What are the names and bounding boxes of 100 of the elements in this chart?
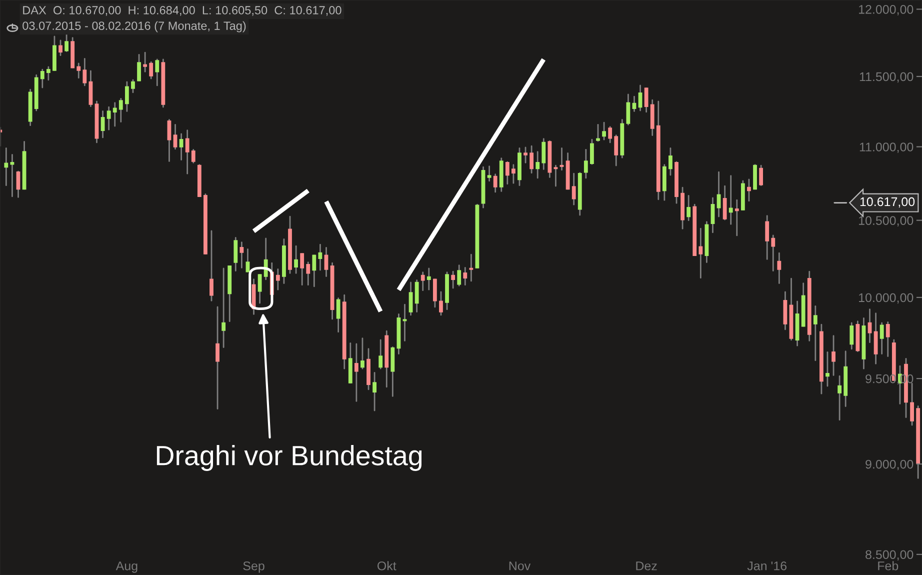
candlestick <box>650 99 654 136</box>
y-tick-label: 9.000,00 <box>866 460 914 470</box>
candlestick <box>710 197 715 234</box>
candlestick <box>324 246 328 277</box>
candlestick <box>240 242 244 268</box>
candlestick <box>143 52 148 72</box>
candlestick <box>46 66 50 81</box>
y-tick-label: 12.000,00 <box>859 4 914 16</box>
x-tick-label: Aug <box>116 562 138 573</box>
x-tick-label: Sep <box>243 561 264 573</box>
candlestick <box>783 291 788 330</box>
candlestick <box>360 338 364 370</box>
candlestick <box>728 175 733 225</box>
candlestick <box>426 268 431 290</box>
candlestick <box>734 199 739 236</box>
candlestick <box>584 148 588 179</box>
candlestick <box>354 343 358 402</box>
candlestick <box>76 62 81 79</box>
candlestick <box>886 321 890 357</box>
candlestick <box>88 70 93 108</box>
candlestick <box>632 96 636 112</box>
candlestick <box>813 305 818 362</box>
candlestick <box>167 118 172 162</box>
candlestick <box>662 164 666 201</box>
candlestick <box>276 268 280 290</box>
candlestick <box>234 237 238 272</box>
candlestick <box>771 234 776 272</box>
candlestick <box>294 245 298 274</box>
candlestick <box>880 322 884 354</box>
candlestick <box>832 335 836 376</box>
candlestick <box>668 148 672 176</box>
candlestick <box>306 262 310 286</box>
candlestick <box>112 102 117 127</box>
candlestick <box>390 346 395 397</box>
candlestick <box>826 351 830 387</box>
candlestick <box>572 172 576 206</box>
candlestick <box>722 185 727 220</box>
candlestick <box>185 130 190 174</box>
candlestick <box>179 133 184 160</box>
candlestick <box>420 272 425 292</box>
candlestick <box>82 58 87 86</box>
y-tick-label: 11.500,00 <box>860 72 914 83</box>
x-tick-label: Feb <box>878 561 898 570</box>
candlestick <box>644 88 648 113</box>
candlestick <box>469 254 474 282</box>
chart-title: DAX O: 10.670,00 H: 10.684,00 L: 10.605,50 C: 10.617,00 <box>23 6 342 16</box>
candlestick <box>759 164 764 186</box>
x-tick-label: Nov <box>509 562 531 570</box>
candlestick <box>4 148 8 186</box>
candlestick <box>596 124 600 142</box>
candlestick <box>626 94 630 126</box>
candlestick <box>58 40 62 56</box>
y-tick-label: 10.000,00 <box>859 293 914 304</box>
candlestick <box>554 164 558 187</box>
candlestick <box>408 282 413 316</box>
x-tick-label: Okt <box>377 561 396 570</box>
candlestick <box>318 244 322 271</box>
candlestick <box>300 253 304 286</box>
candlestick <box>505 161 510 185</box>
candlestick <box>118 98 123 123</box>
candlestick <box>155 58 160 86</box>
text: 03.07.2015 - 08.02.2016 (7 Monate, 1 Tag) <box>22 21 246 32</box>
candlestick <box>16 170 20 198</box>
candlestick <box>451 270 456 289</box>
candlestick <box>716 171 721 218</box>
candlestick <box>536 151 540 179</box>
candlestick <box>40 68 44 88</box>
candlestick <box>874 312 878 364</box>
candlestick <box>210 230 214 302</box>
y-tick-label: 10.500,00 <box>859 216 914 226</box>
candlestick <box>868 308 872 344</box>
candlestick <box>850 322 854 350</box>
candlestick <box>777 252 782 284</box>
candlestick <box>414 279 419 312</box>
y-tick-label: 11.000,00 <box>860 142 914 153</box>
candlestick <box>686 194 691 222</box>
candlestick <box>560 148 564 171</box>
candlestick <box>747 178 751 202</box>
candlestick <box>64 34 69 52</box>
candlestick <box>173 124 178 150</box>
candlestick <box>590 138 594 165</box>
candlestick <box>336 298 340 333</box>
y-tick-label: 8.500,00 <box>866 550 914 561</box>
candlestick <box>487 166 492 182</box>
candlestick <box>10 154 14 198</box>
candlestick <box>765 215 770 260</box>
ref-line-label: 10.617,00 <box>860 197 915 208</box>
candlestick <box>402 304 407 342</box>
candlestick <box>753 164 757 190</box>
candlestick <box>698 228 703 279</box>
candlestick <box>246 248 250 272</box>
candlestick <box>124 81 129 112</box>
candlestick <box>216 306 220 410</box>
annotation: Draghi vor Bundestag <box>156 445 422 471</box>
candlestick <box>191 148 196 164</box>
candlestick <box>100 110 105 138</box>
candlestick <box>608 126 612 144</box>
candlestick <box>222 268 226 348</box>
candlestick <box>439 291 443 316</box>
x-tick-label: Dez <box>636 562 657 570</box>
